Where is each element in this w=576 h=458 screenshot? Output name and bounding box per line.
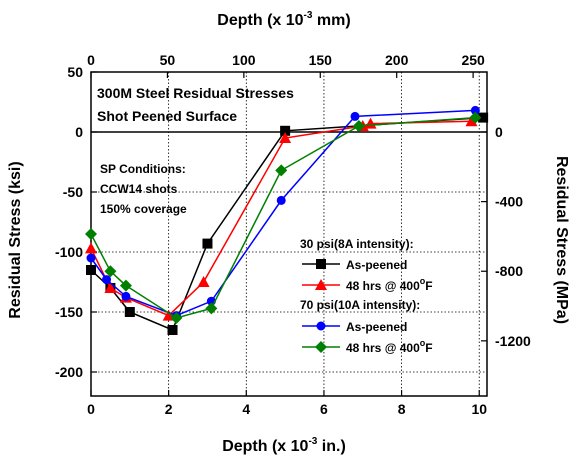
legend-symbol-series3: [302, 321, 340, 331]
top-tick-label: 0: [87, 52, 95, 68]
data-point-series-1: [202, 238, 213, 249]
data-point-series-4: [170, 312, 183, 324]
grid: [91, 72, 487, 396]
data-point-series-3: [121, 291, 131, 301]
data-point-series-2: [104, 282, 117, 293]
top-tick-label: 250: [461, 52, 485, 68]
data-point-series-1: [86, 265, 96, 275]
sp-conditions-shot: CCW14 shots: [100, 182, 178, 196]
legend-label-series2: 48 hrs @ 400oF: [346, 276, 433, 293]
bottom-axis-title: Depth (x 10-3 in.): [222, 436, 346, 455]
legend-label-series4: 48 hrs @ 400oF: [346, 338, 433, 355]
left-tick-label: -100: [55, 244, 83, 260]
legend-group1-title: 30 psi(8A intensity):: [300, 237, 414, 251]
data-point-series-1: [478, 112, 489, 123]
data-point-series-2: [279, 132, 292, 143]
ticks: 0 2 4 6 8 100 50 100 150 200 250500-50-100-150-200…: [55, 52, 531, 417]
data-point-series-3: [102, 275, 112, 285]
left-tick-label: -200: [55, 364, 83, 380]
data-point-series-3: [470, 105, 480, 115]
bottom-tick-label: 6: [320, 401, 328, 417]
sp-conditions-title: SP Conditions:: [100, 162, 186, 176]
left-tick-label: 50: [67, 64, 83, 80]
data-point-series-3: [86, 253, 96, 263]
data-point-series-2: [197, 276, 210, 287]
right-tick-label: -1200: [495, 333, 531, 349]
data-point-series-2: [85, 242, 97, 254]
top-tick-label: 150: [309, 52, 333, 68]
legend-label-series3: As-peened: [346, 320, 407, 334]
data-point-series-1: [280, 125, 291, 136]
data-point-series-3: [276, 195, 286, 205]
top-tick-label: 100: [232, 52, 256, 68]
data-point-series-4: [352, 120, 365, 132]
bottom-tick-label: 10: [471, 401, 487, 417]
left-tick-label: 0: [75, 124, 83, 140]
sp-conditions-coverage: 150% coverage: [100, 202, 187, 216]
right-tick-label: -400: [495, 194, 523, 210]
left-tick-label: -50: [63, 184, 83, 200]
data-point-series-4: [469, 111, 482, 124]
data-point-series-4: [205, 302, 218, 315]
data-point-series-3: [350, 111, 360, 121]
bottom-tick-label: 0: [87, 401, 95, 417]
right-tick-label: 0: [495, 124, 503, 140]
data-point-series-1: [124, 307, 135, 317]
right-tick-label: -800: [495, 263, 523, 279]
top-axis-title: Depth (x 10-3 mm): [217, 10, 350, 29]
data-point-series-4: [275, 164, 288, 177]
chart-heading-line2: Shot Peened Surface: [97, 108, 237, 124]
series-group: [85, 105, 489, 335]
data-point-series-2: [465, 115, 478, 127]
bottom-tick-label: 4: [242, 401, 250, 417]
data-point-series-1: [167, 325, 178, 335]
data-point-series-4: [85, 228, 97, 240]
legend: 30 psi(8A intensity): As-peened 48 hrs @…: [300, 237, 433, 355]
legend-symbol-series2: [302, 279, 340, 290]
legend-group2-title: 70 psi(10A intensity):: [300, 298, 420, 312]
data-point-series-4: [104, 265, 117, 278]
bottom-tick-label: 8: [398, 401, 406, 417]
legend-symbol-series1: [302, 259, 340, 269]
legend-symbol-series4: [302, 341, 340, 353]
chart-heading-line1: 300M Steel Residual Stresses: [97, 85, 294, 101]
top-tick-label: 200: [385, 52, 409, 68]
series-line-1: [90, 116, 484, 331]
left-axis-title: Residual Stress (ksi): [7, 161, 24, 318]
right-axis-title: Residual Stress (MPa): [553, 156, 570, 324]
data-point-series-4: [119, 279, 132, 292]
bottom-tick-label: 2: [165, 401, 173, 417]
legend-label-series1: As-peened: [346, 258, 407, 272]
top-tick-label: 50: [160, 52, 176, 68]
left-tick-label: -150: [55, 304, 83, 320]
